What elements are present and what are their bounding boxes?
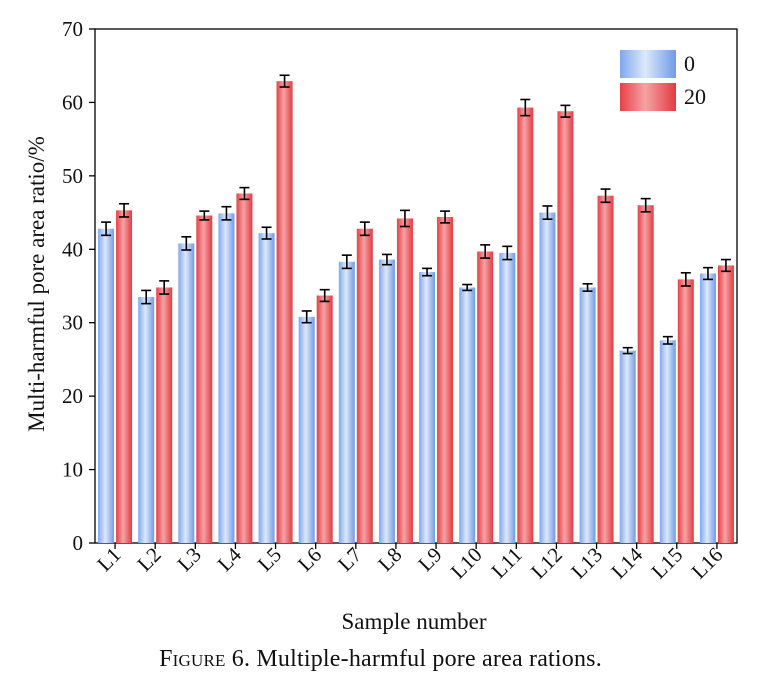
x-tick-label: L13 xyxy=(566,543,607,584)
x-tick-label: L15 xyxy=(646,543,687,584)
x-tick-label: L1 xyxy=(92,543,125,576)
figure-caption: Figure 6. Multiple-harmful pore area rat… xyxy=(0,646,761,673)
legend-swatch-0 xyxy=(620,50,676,78)
y-tick-label: 30 xyxy=(62,311,83,335)
y-tick-label: 50 xyxy=(62,164,83,188)
y-tick-label: 20 xyxy=(62,384,83,408)
bar-series0-L14 xyxy=(619,350,636,543)
bar-series20-L4 xyxy=(236,193,253,544)
bar-series20-L13 xyxy=(597,195,614,543)
x-tick-label: L10 xyxy=(446,543,487,584)
bar-series0-L4 xyxy=(218,213,235,543)
x-tick-label: L14 xyxy=(606,542,647,583)
x-tick-label: L12 xyxy=(526,543,567,584)
bar-series0-L5 xyxy=(258,233,275,544)
bar-series20-L2 xyxy=(156,287,173,543)
x-tick-label: L3 xyxy=(172,543,205,576)
y-tick-label: 10 xyxy=(62,458,83,482)
y-tick-label: 40 xyxy=(62,237,83,261)
bar-series0-L15 xyxy=(659,340,676,543)
legend-label-20: 20 xyxy=(684,84,706,109)
x-tick-label: L4 xyxy=(213,542,247,576)
bar-series0-L13 xyxy=(579,287,596,543)
bar-series20-L3 xyxy=(196,215,213,543)
bar-series20-L6 xyxy=(316,295,333,543)
legend-swatch-20 xyxy=(620,83,676,111)
bar-series0-L3 xyxy=(178,243,195,543)
bar-series20-L7 xyxy=(356,228,373,543)
bar-series20-L15 xyxy=(677,279,694,543)
x-tick-label: L7 xyxy=(333,543,366,576)
bar-series20-L1 xyxy=(116,210,133,543)
bar-series20-L12 xyxy=(557,111,574,544)
legend-label-0: 0 xyxy=(684,51,695,76)
bar-series0-L8 xyxy=(378,259,395,543)
bar-series20-L14 xyxy=(637,205,654,543)
figure-caption-label: Figure xyxy=(159,646,226,672)
y-tick-label: 70 xyxy=(62,17,83,41)
x-tick-label: L6 xyxy=(293,543,326,576)
x-tick-label: L9 xyxy=(413,543,446,576)
plot-frame xyxy=(94,28,738,544)
x-tick-label: L8 xyxy=(373,543,406,576)
bar-series20-L9 xyxy=(437,216,454,543)
bar-series20-L16 xyxy=(717,265,734,543)
bar-series0-L1 xyxy=(98,228,115,543)
bar-series0-L6 xyxy=(298,316,315,543)
bar-series20-L5 xyxy=(276,81,293,544)
y-tick-label: 60 xyxy=(62,90,83,114)
y-tick-label: 0 xyxy=(73,531,84,555)
y-axis-label: Multi-harmful pore area ratio/% xyxy=(24,136,49,432)
bar-series20-L8 xyxy=(396,218,413,543)
bar-series0-L12 xyxy=(539,212,556,544)
x-tick-label: L5 xyxy=(253,543,286,576)
bar-series0-L11 xyxy=(499,252,516,543)
bar-series0-L9 xyxy=(419,272,436,543)
bar-series20-L10 xyxy=(477,251,494,543)
bar-series0-L16 xyxy=(699,273,716,543)
bar-series20-L11 xyxy=(517,107,534,543)
bar-series0-L2 xyxy=(138,297,155,543)
bar-series0-L10 xyxy=(459,287,476,543)
x-axis-label: Sample number xyxy=(342,609,487,634)
x-tick-label: L11 xyxy=(486,543,526,583)
figure-caption-text: 6. Multiple-harmful pore area rations. xyxy=(225,646,602,672)
x-tick-label: L16 xyxy=(687,543,728,584)
x-tick-label: L2 xyxy=(132,543,165,576)
bar-series0-L7 xyxy=(338,261,355,543)
